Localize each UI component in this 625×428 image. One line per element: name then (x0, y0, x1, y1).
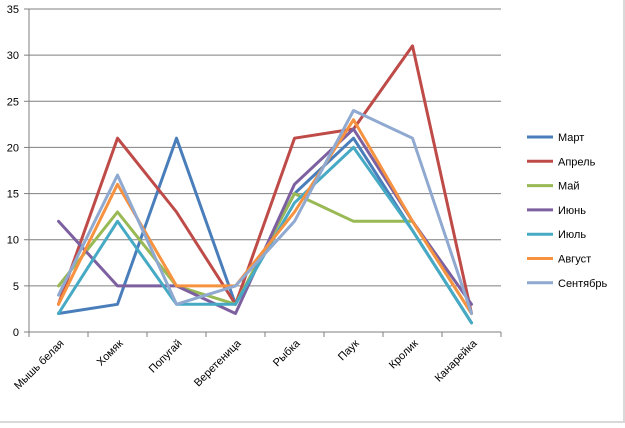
legend-label: Июнь (558, 205, 586, 217)
x-tick-label: Паук (336, 338, 362, 364)
legend-item: Июль (527, 229, 586, 241)
series-layer (57, 44, 473, 325)
legend-item: Сентябрь (527, 278, 608, 290)
series-line-6 (57, 118, 473, 315)
legend-item: Июнь (527, 205, 586, 217)
series-line-7 (57, 109, 473, 315)
frame-bottom (0, 421, 625, 423)
x-tick-label: Мышь белая (12, 338, 67, 393)
y-tick-label: 25 (7, 96, 19, 108)
legend-label: Май (558, 181, 580, 193)
series-line-2 (57, 44, 473, 315)
axis-layer: 0 5 10 15 20 25 30 35 Мышь белая Хомяк Попугай Вере… (7, 4, 502, 393)
x-tick-label: Кролик (387, 338, 421, 372)
legend-label: Сентябрь (558, 278, 608, 290)
legend-label: Март (558, 132, 584, 144)
x-tick-label: Хомяк (95, 338, 126, 369)
x-tick-label: Канарейка (433, 337, 480, 384)
y-tick-label: 0 (13, 327, 19, 339)
x-tick-label: Попугай (147, 338, 185, 376)
legend-item: Март (527, 132, 584, 144)
frame-right (623, 0, 625, 423)
y-tick-label: 35 (7, 4, 19, 16)
y-tick-label: 5 (13, 281, 19, 293)
x-tick-label: Рыбка (271, 337, 303, 369)
y-tick-label: 10 (7, 235, 19, 247)
legend-label: Август (558, 254, 591, 266)
legend: Март Апрель Май Июнь Июль Август Сентябрь (527, 132, 608, 290)
y-tick-label: 15 (7, 189, 19, 201)
series-line-1 (57, 136, 473, 325)
x-tick-label: Веретеница (192, 337, 244, 389)
legend-item: Апрель (527, 156, 596, 168)
y-tick-label: 30 (7, 50, 19, 62)
y-tick-label: 20 (7, 142, 19, 154)
legend-label: Июль (558, 229, 586, 241)
legend-item: Август (527, 254, 591, 266)
legend-label: Апрель (558, 156, 596, 168)
legend-item: Май (527, 181, 580, 193)
